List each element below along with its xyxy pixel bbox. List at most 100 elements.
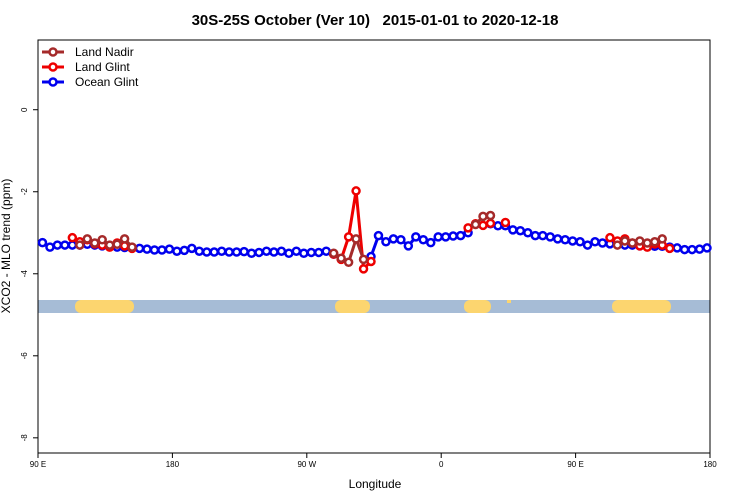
data-point: [478, 211, 488, 222]
data-point: [179, 245, 190, 256]
data-point: [276, 246, 287, 256]
data-point: [142, 244, 152, 254]
data-point: [620, 236, 630, 246]
data-point: [515, 225, 526, 236]
data-point: [351, 186, 361, 196]
data-point: [172, 246, 182, 256]
data-point: [89, 238, 100, 248]
data-point: [336, 253, 346, 263]
data-point: [567, 236, 578, 246]
data-point: [239, 246, 249, 257]
data-point: [127, 242, 137, 252]
x-axis-label: Longitude: [349, 477, 402, 491]
x-tick-label: 180: [703, 460, 717, 469]
data-point: [687, 244, 697, 255]
data-point: [388, 234, 399, 244]
data-point: [366, 256, 376, 267]
ocean-band: [38, 300, 710, 313]
data-point: [448, 231, 458, 241]
data-point: [321, 246, 331, 256]
data-point: [261, 246, 272, 256]
data-point: [590, 237, 600, 247]
data-point: [605, 232, 615, 243]
data-point: [134, 243, 145, 254]
data-point: [455, 230, 466, 241]
data-point: [187, 243, 197, 254]
y-tick-label: -2: [20, 188, 29, 196]
data-point: [433, 232, 443, 242]
data-point: [411, 232, 421, 242]
data-point: [291, 246, 302, 256]
data-point: [306, 247, 317, 258]
data-point: [657, 234, 667, 244]
data-point: [201, 247, 212, 257]
data-point: [97, 234, 107, 245]
data-point: [642, 238, 653, 248]
data-point: [463, 223, 473, 233]
data-point: [440, 232, 451, 242]
data-point: [313, 247, 324, 258]
data-point: [52, 240, 63, 250]
data-point: [500, 217, 511, 228]
data-point: [269, 247, 279, 257]
land-band: [335, 300, 370, 313]
data-point: [523, 228, 533, 238]
data-point: [67, 232, 78, 243]
data-point: [209, 247, 219, 257]
data-point: [104, 240, 115, 250]
data-point: [425, 237, 436, 248]
x-tick-label: 90 W: [297, 460, 316, 469]
data-point: [351, 234, 361, 244]
legend-marker: [48, 62, 58, 72]
data-point: [418, 234, 429, 245]
data-point: [67, 240, 78, 250]
data-point: [694, 244, 705, 254]
land-band: [507, 300, 511, 303]
data-point: [672, 243, 682, 253]
data-point: [552, 234, 563, 244]
data-point: [537, 230, 548, 241]
data-point: [254, 247, 264, 258]
data-point: [164, 244, 175, 254]
data-point: [37, 237, 48, 248]
chart-title: 30S-25S October (Ver 10) 2015-01-01 to 2…: [192, 12, 559, 29]
data-point: [284, 248, 294, 259]
data-point: [246, 248, 257, 259]
data-point: [530, 230, 541, 241]
data-point: [575, 237, 585, 247]
y-tick-label: -8: [20, 434, 29, 442]
data-point: [508, 225, 518, 235]
data-point: [403, 241, 414, 251]
data-point: [485, 210, 496, 221]
data-point: [299, 248, 309, 259]
data-point: [478, 220, 488, 231]
data-point: [343, 232, 354, 242]
data-point: [112, 239, 122, 249]
x-tick-label: 90 E: [30, 460, 46, 469]
legend-label: Land Glint: [75, 60, 130, 74]
data-point: [194, 246, 205, 256]
data-point: [373, 230, 384, 241]
data-point: [224, 247, 234, 257]
data-point: [396, 234, 406, 245]
data-point: [157, 245, 167, 255]
data-point: [649, 237, 660, 247]
data-point: [485, 218, 496, 229]
data-point: [75, 240, 85, 250]
y-tick-label: -6: [20, 352, 29, 360]
land-band: [612, 300, 671, 313]
data-point: [493, 221, 503, 231]
data-point: [679, 244, 690, 255]
data-point: [702, 243, 712, 253]
data-point: [560, 234, 570, 245]
data-point: [470, 219, 481, 230]
y-axis-label: XCO2 - MLO trend (ppm): [0, 179, 13, 314]
land-band: [75, 300, 134, 313]
data-point: [635, 236, 645, 246]
data-point: [149, 245, 160, 255]
data-point: [582, 240, 593, 250]
data-point: [328, 248, 339, 259]
data-point: [216, 246, 227, 256]
